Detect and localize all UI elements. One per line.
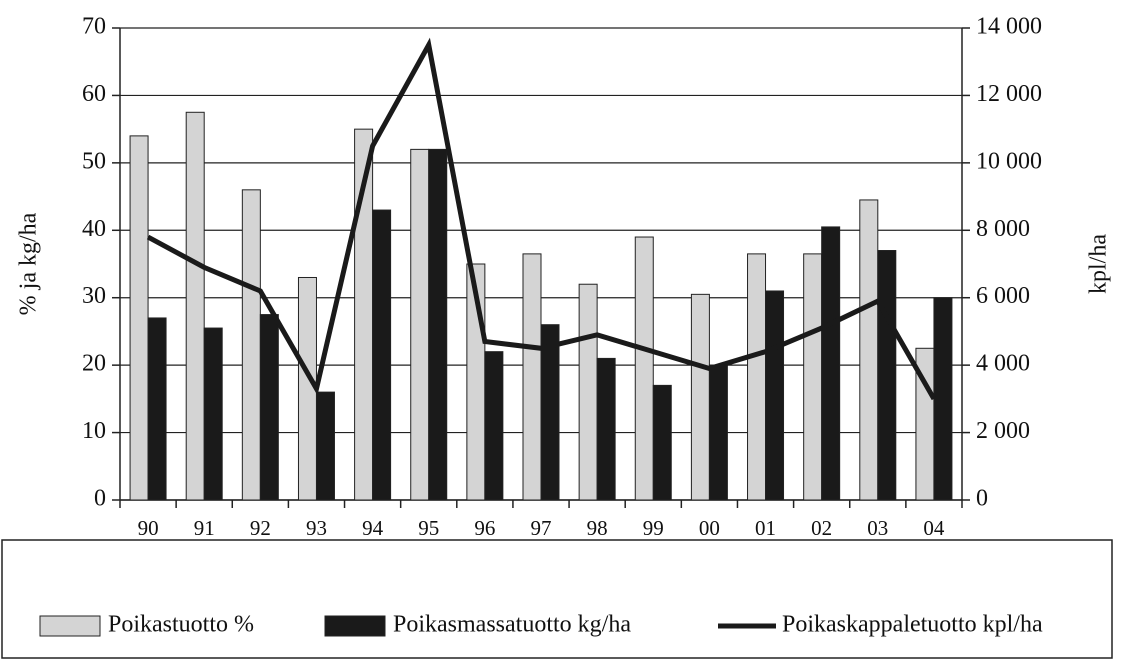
bar — [540, 324, 560, 501]
bar — [708, 364, 728, 501]
y2-tick-label: 4 000 — [976, 351, 1030, 377]
x-tick-label: 00 — [699, 516, 720, 540]
bar — [428, 148, 448, 501]
legend-swatch — [324, 615, 386, 637]
x-tick-label: 97 — [531, 516, 552, 540]
legend-swatch — [39, 615, 101, 637]
y2-tick-label: 12 000 — [976, 81, 1042, 107]
bar — [859, 199, 879, 501]
bar — [522, 253, 542, 501]
bar — [484, 351, 504, 501]
bar — [185, 111, 205, 501]
legend-label: Poikasmassatuotto kg/ha — [393, 612, 631, 638]
bar — [203, 327, 223, 501]
bar — [372, 209, 392, 501]
y-axis-label: % ja kg/ha — [16, 212, 42, 315]
x-tick-label: 98 — [587, 516, 608, 540]
x-tick-label: 03 — [867, 516, 888, 540]
bar — [410, 148, 430, 501]
bar — [803, 253, 823, 501]
y2-tick-label: 6 000 — [976, 283, 1030, 309]
bar — [821, 226, 841, 501]
bar — [147, 317, 167, 501]
line — [146, 37, 937, 401]
y-tick-label: 50 — [82, 148, 106, 174]
y2-tick-label: 10 000 — [976, 148, 1042, 174]
y2-tick-label: 2 000 — [976, 418, 1030, 444]
bar — [259, 314, 279, 501]
y-tick-label: 60 — [82, 81, 106, 107]
x-tick-label: 92 — [250, 516, 271, 540]
y-tick-label: 30 — [82, 283, 106, 309]
bar — [241, 189, 261, 501]
bar — [690, 293, 710, 501]
y-tick-label: 20 — [82, 351, 106, 377]
x-tick-label: 96 — [474, 516, 495, 540]
y2-tick-label: 0 — [976, 486, 988, 512]
x-tick-label: 95 — [418, 516, 439, 540]
bar — [652, 384, 672, 501]
y2-tick-label: 14 000 — [976, 14, 1042, 40]
y-tick-label: 10 — [82, 418, 106, 444]
bar — [596, 357, 616, 501]
y2-axis-label: kpl/ha — [1086, 234, 1112, 294]
x-tick-label: 93 — [306, 516, 327, 540]
bar — [877, 250, 897, 501]
x-tick-label: 04 — [923, 516, 945, 540]
bar — [634, 236, 654, 501]
bar — [747, 253, 767, 501]
x-tick-label: 99 — [643, 516, 664, 540]
y2-tick-label: 8 000 — [976, 216, 1030, 242]
x-tick-label: 94 — [362, 516, 384, 540]
x-tick-label: 02 — [811, 516, 832, 540]
bar — [578, 283, 598, 501]
bar — [933, 297, 953, 501]
y-tick-label: 70 — [82, 14, 106, 40]
x-tick-label: 91 — [194, 516, 215, 540]
bar — [315, 391, 335, 501]
bar — [129, 135, 149, 501]
x-tick-label: 90 — [138, 516, 159, 540]
legend-box — [1, 539, 1113, 659]
y-tick-label: 40 — [82, 216, 106, 242]
y-tick-label: 0 — [94, 486, 106, 512]
legend-label: Poikaskappaletuotto kpl/ha — [782, 612, 1043, 638]
legend-label: Poikastuotto % — [108, 612, 254, 638]
x-tick-label: 01 — [755, 516, 776, 540]
bar — [765, 290, 785, 501]
